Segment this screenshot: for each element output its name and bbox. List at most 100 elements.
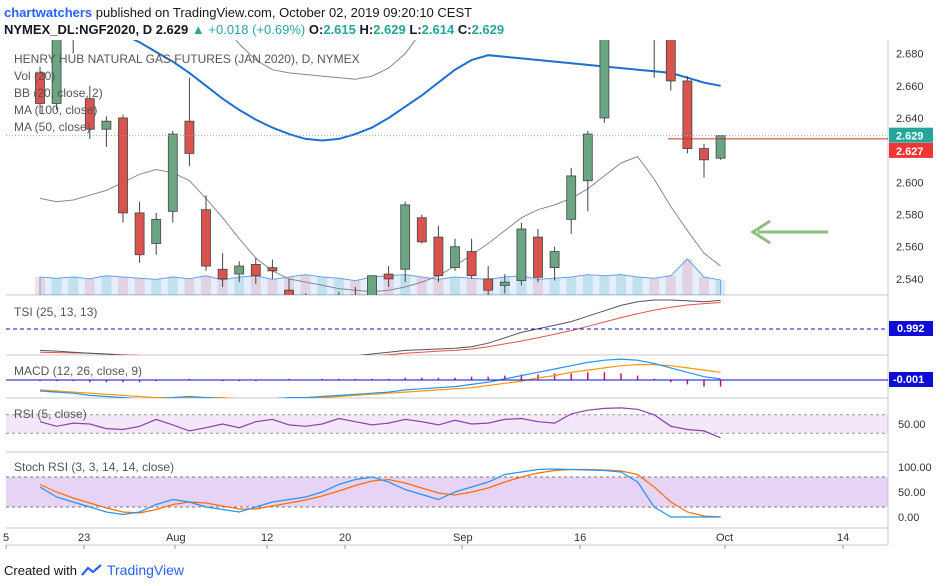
volume-bar (632, 277, 643, 295)
volume-bar (665, 275, 676, 295)
bb-lower-line (39, 155, 721, 293)
price-axis-tick: 2.540 (896, 274, 924, 286)
time-axis-label: Aug (166, 532, 186, 544)
pane-macd (39, 358, 722, 398)
volume-bar (400, 274, 411, 295)
time-axis-label: Oct (716, 532, 733, 544)
close-label: C: (457, 22, 472, 37)
time-axis-label: 14 (837, 532, 849, 544)
symbol-label: NYMEX_DL:NGF2020, D (4, 22, 153, 37)
volume-bar (118, 277, 128, 295)
last-price-tag (889, 127, 933, 143)
price-axis-tick: 2.640 (896, 113, 924, 125)
candle-up (499, 281, 510, 286)
candle-down (184, 120, 195, 154)
candle-down (217, 268, 228, 280)
ohlc-line: NYMEX_DL:NGF2020, D 2.629 ▲ +0.018 (+0.6… (4, 22, 504, 37)
stoch-k-line (39, 468, 721, 518)
candle-down (35, 72, 45, 104)
candle-down (301, 300, 310, 327)
time-axis-label: Sep (453, 532, 473, 544)
bb-legend: BB (20, close, 2) (14, 86, 103, 100)
stoch-band-fill (6, 477, 888, 507)
candle-up (450, 246, 460, 269)
tsi-legend: TSI (25, 13, 13) (14, 305, 98, 319)
volume-bar (566, 277, 577, 295)
created-with-text: Created with (4, 562, 77, 578)
tsi-line (39, 299, 721, 355)
rsi-axis-tick: 50.00 (898, 419, 926, 431)
candle-up (101, 120, 112, 130)
pane-stoch (39, 468, 721, 518)
volume-bar (516, 275, 527, 295)
time-axis-label: 5 (3, 532, 9, 544)
candle-down (699, 148, 709, 161)
volume-bar (84, 278, 95, 295)
prev-price-tag-text: 2.627 (896, 146, 924, 158)
tsi-value-text: 0.992 (897, 323, 925, 335)
rsi-line (39, 407, 721, 439)
tsi-signal-line (39, 302, 721, 355)
candle-down (134, 212, 145, 256)
volume-ma-area (39, 258, 722, 295)
candle-up (51, 40, 62, 104)
candle-down (250, 264, 261, 277)
bb-upper-line (235, 40, 416, 80)
change-up-icon: ▲ (191, 22, 205, 37)
volume-bar (300, 274, 311, 295)
price-axis-tick: 2.680 (896, 49, 924, 61)
footer: Created with TradingView (4, 562, 184, 578)
candle-up (599, 40, 610, 119)
volume-bar (333, 278, 344, 295)
prev-price-tag (889, 142, 933, 158)
rsi-legend: RSI (5, close) (14, 407, 87, 421)
tsi-value-tag (889, 321, 933, 336)
tradingview-logo-icon (81, 564, 102, 576)
volume-bar (267, 279, 278, 295)
high-value: 2.629 (373, 22, 406, 37)
candle-down (351, 298, 360, 303)
stoch-legend: Stoch RSI (3, 3, 14, 14, close) (14, 460, 175, 474)
candle-down (665, 40, 676, 82)
stoch-axis-tick: 0.00 (898, 512, 919, 524)
volume-bar (533, 279, 543, 295)
candle-up (400, 204, 411, 270)
candle-down (533, 236, 543, 278)
rsi-band-fill (6, 414, 888, 434)
ma50-legend: MA (50, close) (14, 120, 91, 134)
time-axis-label: 23 (78, 532, 90, 544)
publish-line: chartwatchers published on TradingView.c… (4, 5, 472, 20)
low-label: L: (409, 22, 422, 37)
volume-bar (599, 275, 610, 295)
volume-bar (466, 278, 477, 295)
macd-value-tag (889, 372, 933, 387)
candle-up (318, 311, 327, 324)
volume-bar (134, 278, 145, 295)
vol-legend: Vol (20) (14, 69, 56, 83)
tradingview-brand[interactable]: TradingView (106, 562, 185, 578)
author-name[interactable]: chartwatchers (4, 5, 93, 20)
close-value: 2.629 (471, 22, 505, 37)
pane-tsi (39, 299, 721, 355)
volume-bar (184, 278, 195, 295)
volume-bar (151, 279, 162, 295)
volume-bar (167, 277, 178, 295)
volume-bar (450, 277, 460, 295)
volume-bar (582, 274, 593, 295)
volume-bar (217, 280, 228, 295)
macd-line (39, 358, 721, 398)
candle-up (234, 265, 245, 275)
pane-rsi (39, 407, 721, 439)
published-text: published on TradingView.com, October 02… (95, 5, 473, 20)
volume-bar (699, 277, 709, 295)
high-label: H: (359, 22, 374, 37)
volume-bar (101, 275, 112, 295)
ma100-legend: MA (100, close) (14, 103, 98, 117)
time-axis-label: 12 (261, 532, 273, 544)
candle-down (118, 117, 128, 214)
candle-up (151, 218, 162, 244)
candle-down (201, 209, 211, 267)
volume-bar (649, 278, 660, 295)
price-axis-tick: 2.580 (896, 210, 924, 222)
